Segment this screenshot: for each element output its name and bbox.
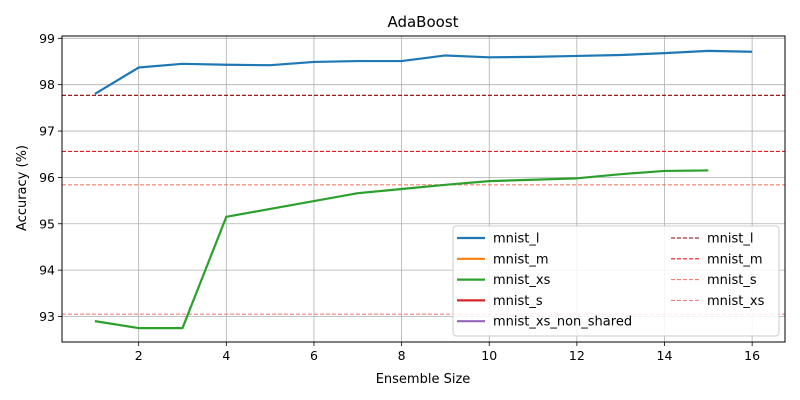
plot-area-frame xyxy=(61,35,786,343)
y-tick-label: 95 xyxy=(39,216,55,231)
legend-entry-label: mnist_m xyxy=(707,252,763,267)
y-tick-label: 97 xyxy=(39,124,55,139)
x-tick-label: 10 xyxy=(481,348,497,363)
series-line-mnist_xs xyxy=(94,169,709,330)
legend-entry-label: mnist_s xyxy=(707,273,757,288)
legend-entry-label: mnist_xs xyxy=(707,294,765,309)
legend-entry-label: mnist_xs xyxy=(493,273,551,288)
x-tick-label: 6 xyxy=(310,348,318,363)
y-tick-label: 93 xyxy=(39,309,55,324)
legend-entry-label: mnist_l xyxy=(707,232,754,247)
legend-entry-label: mnist_s xyxy=(493,294,543,309)
y-tick-label: 99 xyxy=(39,31,55,46)
y-axis-label: Accuracy (%) xyxy=(15,145,30,231)
series-line-mnist_l xyxy=(94,49,753,95)
legend: mnist_l mnist_m mnist_xs mnist_s mnist_xs_no… xyxy=(452,225,780,337)
legend-entry-label: mnist_xs_non_shared xyxy=(493,315,632,330)
chart-title: AdaBoost xyxy=(387,13,458,31)
x-tick-label: 2 xyxy=(135,348,143,363)
axis-ticks: 2 4 6 8 10 12 14 16 93 94 95 96 97 98 99 xyxy=(39,31,760,363)
x-axis-label: Ensemble Size xyxy=(376,372,471,387)
y-tick-label: 98 xyxy=(39,77,55,92)
y-tick-label: 96 xyxy=(39,170,55,185)
x-tick-label: 16 xyxy=(744,348,760,363)
legend-entry-label: mnist_l xyxy=(493,232,540,247)
x-tick-label: 12 xyxy=(569,348,585,363)
legend-box xyxy=(452,225,780,337)
x-tick-label: 14 xyxy=(657,348,673,363)
series-lines xyxy=(94,49,753,330)
x-tick-label: 4 xyxy=(222,348,230,363)
x-tick-label: 8 xyxy=(398,348,406,363)
legend-entry-label: mnist_m xyxy=(493,252,549,267)
y-tick-label: 94 xyxy=(39,263,55,278)
